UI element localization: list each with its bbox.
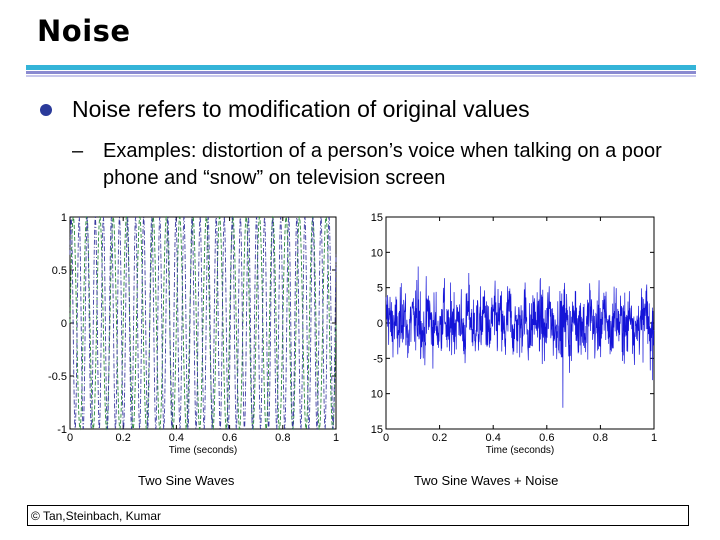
x-tick-label: 0.4 [169, 432, 184, 444]
x-tick-label: 1 [333, 432, 339, 444]
y-tick-label: -5 [373, 353, 383, 365]
x-tick-label: 0.4 [486, 432, 501, 444]
series-line-1 [69, 215, 337, 431]
x-tick-label: 1 [651, 432, 657, 444]
bullet-dot-icon [40, 104, 52, 116]
sub-bullet-dash: – [72, 140, 84, 162]
chart-two-sine-waves: 0 0.2 0.4 0.6 0.8 1 1 0.5 0 -0.5 -1 Time (seconds) [48, 212, 339, 456]
x-axis-label: Time (seconds) [486, 445, 555, 456]
y-tick-label: 0 [61, 318, 67, 330]
y-tick-label: 5 [377, 283, 383, 295]
x-tick-label: 0.6 [539, 432, 554, 444]
y-tick-label: 15 [371, 424, 383, 436]
noise-series-line [385, 266, 655, 408]
sub-bullet-text: Examples: distortion of a person’s voice… [103, 140, 662, 189]
caption-left: Two Sine Waves [138, 473, 235, 488]
x-axis-label: Time (seconds) [169, 445, 238, 456]
x-tick-label: 0.2 [432, 432, 447, 444]
x-tick-label: 0 [383, 432, 389, 444]
y-tick-label: 1 [61, 212, 67, 224]
y-tick-label: 0 [377, 318, 383, 330]
y-tick-label: 0.5 [52, 265, 67, 277]
x-tick-label: 0.8 [593, 432, 608, 444]
series-line-2 [69, 215, 337, 431]
y-tick-label: 10 [371, 389, 383, 401]
x-tick-label: 0.6 [222, 432, 237, 444]
slide-title: Noise [37, 14, 131, 48]
x-tick-label: 0.2 [116, 432, 131, 444]
title-rule-bottom [26, 75, 696, 77]
caption-right: Two Sine Waves + Noise [414, 473, 559, 488]
y-tick-label: 15 [371, 212, 383, 224]
footer-copyright: © Tan,Steinbach, Kumar [27, 505, 689, 526]
x-tick-label: 0.8 [275, 432, 290, 444]
title-rule-middle [26, 71, 696, 74]
title-rule-top [26, 65, 696, 70]
y-tick-label: 10 [371, 247, 383, 259]
x-tick-label: 0 [67, 432, 73, 444]
y-tick-label: -1 [57, 424, 67, 436]
chart-sine-waves-plus-noise: 0 0.2 0.4 0.6 0.8 1 15 10 5 0 -5 10 15 Time (seconds) [371, 212, 657, 456]
y-tick-label: -0.5 [48, 371, 67, 383]
main-bullet-text: Noise refers to modification of original… [72, 96, 530, 122]
